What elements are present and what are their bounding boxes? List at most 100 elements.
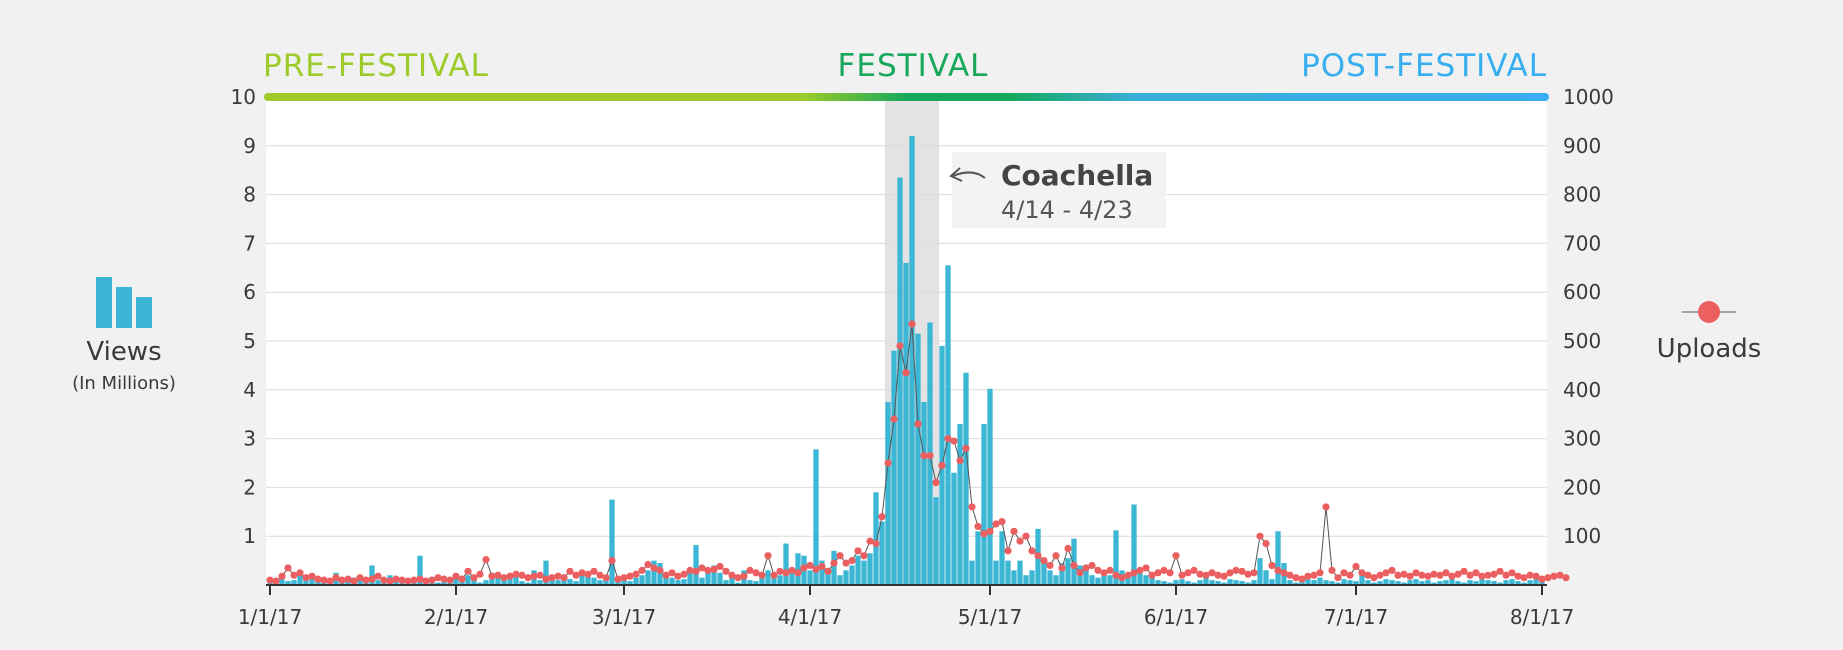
views-bar [309,579,315,585]
y-left-tick-label: 2 [243,475,256,499]
views-bar [1395,581,1401,585]
uploads-point [1154,569,1162,577]
uploads-point [458,575,466,583]
uploads-point [1388,566,1396,574]
uploads-point [1130,569,1138,577]
views-bar [897,177,903,585]
views-bar [921,402,927,585]
uploads-point [680,570,688,578]
y-axis-right-ticks: 100 200 300 400 500 600 700 800 900 1000 [1563,85,1614,548]
views-bar [675,580,681,585]
uploads-point [1112,571,1120,579]
annotation-title: Coachella [1001,159,1153,192]
views-bar [345,581,351,585]
uploads-point [1202,571,1210,579]
views-bar [1167,582,1173,585]
views-bar [891,350,897,585]
uploads-point [1526,571,1534,579]
views-bar [1017,560,1023,585]
uploads-point [752,569,760,577]
uploads-point [368,575,376,583]
uploads-point [1490,570,1498,578]
uploads-point [1520,574,1528,582]
uploads-point [386,577,394,585]
views-bar [1323,580,1329,585]
x-tick-label: 8/1/17 [1510,605,1574,629]
views-bar [1371,582,1377,585]
uploads-point [524,574,532,582]
uploads-point [476,570,484,578]
uploads-point [518,571,526,579]
uploads-point [542,575,550,583]
uploads-point [1376,571,1384,579]
uploads-legend: Uploads [1657,301,1761,364]
y-axis-left-ticks: 1 2 3 4 5 6 7 8 9 10 [231,85,256,548]
views-bar [765,570,771,585]
views-bar [825,567,831,585]
views-bar [465,575,471,585]
views-bar [1275,531,1281,585]
uploads-point [872,539,880,548]
views-bar [375,580,381,585]
y-right-tick-label: 200 [1563,475,1601,499]
views-bar [837,575,843,585]
views-bar [315,581,321,585]
views-bar [1107,575,1113,585]
views-bar [1197,580,1203,585]
views-bar [1059,563,1065,585]
views-bar [1497,582,1503,585]
uploads-point [878,513,886,521]
uploads-point [932,478,940,487]
uploads-point [1184,569,1192,577]
views-bar [969,560,975,585]
uploads-point [1310,571,1318,579]
uploads-point [806,561,814,570]
views-bar [1299,581,1305,585]
uploads-point [1346,571,1354,579]
uploads-point [1544,574,1552,582]
y-right-tick-label: 300 [1563,427,1601,451]
uploads-point [314,575,322,583]
uploads-point [338,576,346,584]
uploads-point [1274,566,1282,574]
uploads-point [1334,574,1342,582]
views-legend-label: Views [86,337,161,367]
x-tick-label: 4/1/17 [778,605,842,629]
y-right-tick-label: 900 [1563,134,1601,158]
uploads-point [998,517,1006,526]
y-left-tick-label: 7 [243,231,256,255]
uploads-point [434,574,442,582]
uploads-point [626,572,634,580]
views-bar [1539,581,1545,585]
uploads-point [764,552,772,560]
views-bar [723,580,729,585]
uploads-point [584,570,592,578]
uploads-point [1250,569,1258,577]
uploads-point [1148,571,1156,579]
y-right-tick-label: 400 [1563,378,1601,402]
uploads-point [284,564,292,572]
uploads-point [836,552,844,560]
phase-label-post-festival: POST-FESTIVAL [1301,48,1547,84]
views-bar [1191,582,1197,585]
views-bar [453,577,459,585]
uploads-point [962,444,970,452]
uploads-point [698,564,706,572]
uploads-point [1562,574,1570,582]
uploads-point [1394,571,1402,579]
x-tick-label: 2/1/17 [424,605,488,629]
views-bar [735,582,741,585]
uploads-point [692,567,700,575]
views-bar [1209,580,1215,585]
views-bar [1149,577,1155,585]
views-bar [1353,581,1359,585]
uploads-point [554,572,562,580]
uploads-point [1418,571,1426,579]
uploads-point [866,537,874,545]
y-left-tick-label: 4 [243,378,256,402]
views-bar [699,577,705,585]
views-bar [495,577,501,585]
views-bar [747,580,753,585]
uploads-point [266,576,274,584]
views-bar [1383,579,1389,585]
